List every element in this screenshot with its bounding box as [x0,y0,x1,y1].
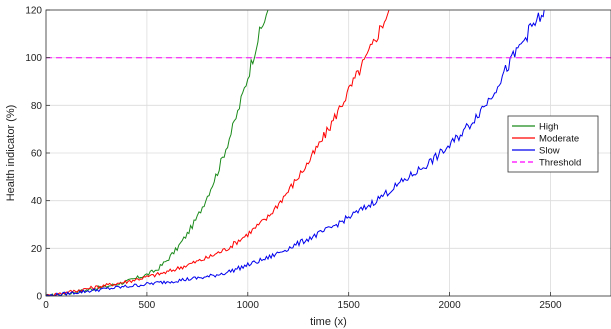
series-line-high [46,10,269,296]
x-tick-label: 1000 [237,300,260,311]
y-axis-label: Health indicator (%) [5,105,17,202]
y-tick-label: 60 [31,149,43,160]
legend-label: Moderate [539,133,579,144]
y-tick-label: 20 [31,244,43,255]
x-tick-label: 2000 [438,300,461,311]
y-tick-label: 80 [31,101,43,112]
x-tick-label: 2500 [539,300,562,311]
series-line-moderate [46,10,390,296]
y-tick-label: 120 [25,6,42,17]
y-tick-label: 100 [25,53,42,64]
axis-ticks: 0 500 1000 1500 2000 2500 0 20 40 60 80 100 120 [25,6,562,312]
x-axis-label: time (x) [310,316,347,328]
x-tick-label: 1500 [338,300,361,311]
series-line-slow [46,10,547,296]
y-tick-label: 0 [36,292,42,303]
x-tick-label: 0 [43,300,49,311]
y-tick-label: 40 [31,196,43,207]
legend-label: High [539,121,559,132]
legend-label: Slow [539,145,560,156]
legend-label: Threshold [539,157,581,168]
series-lines [46,10,611,296]
legend-box [507,115,599,173]
x-tick-label: 500 [139,300,156,311]
